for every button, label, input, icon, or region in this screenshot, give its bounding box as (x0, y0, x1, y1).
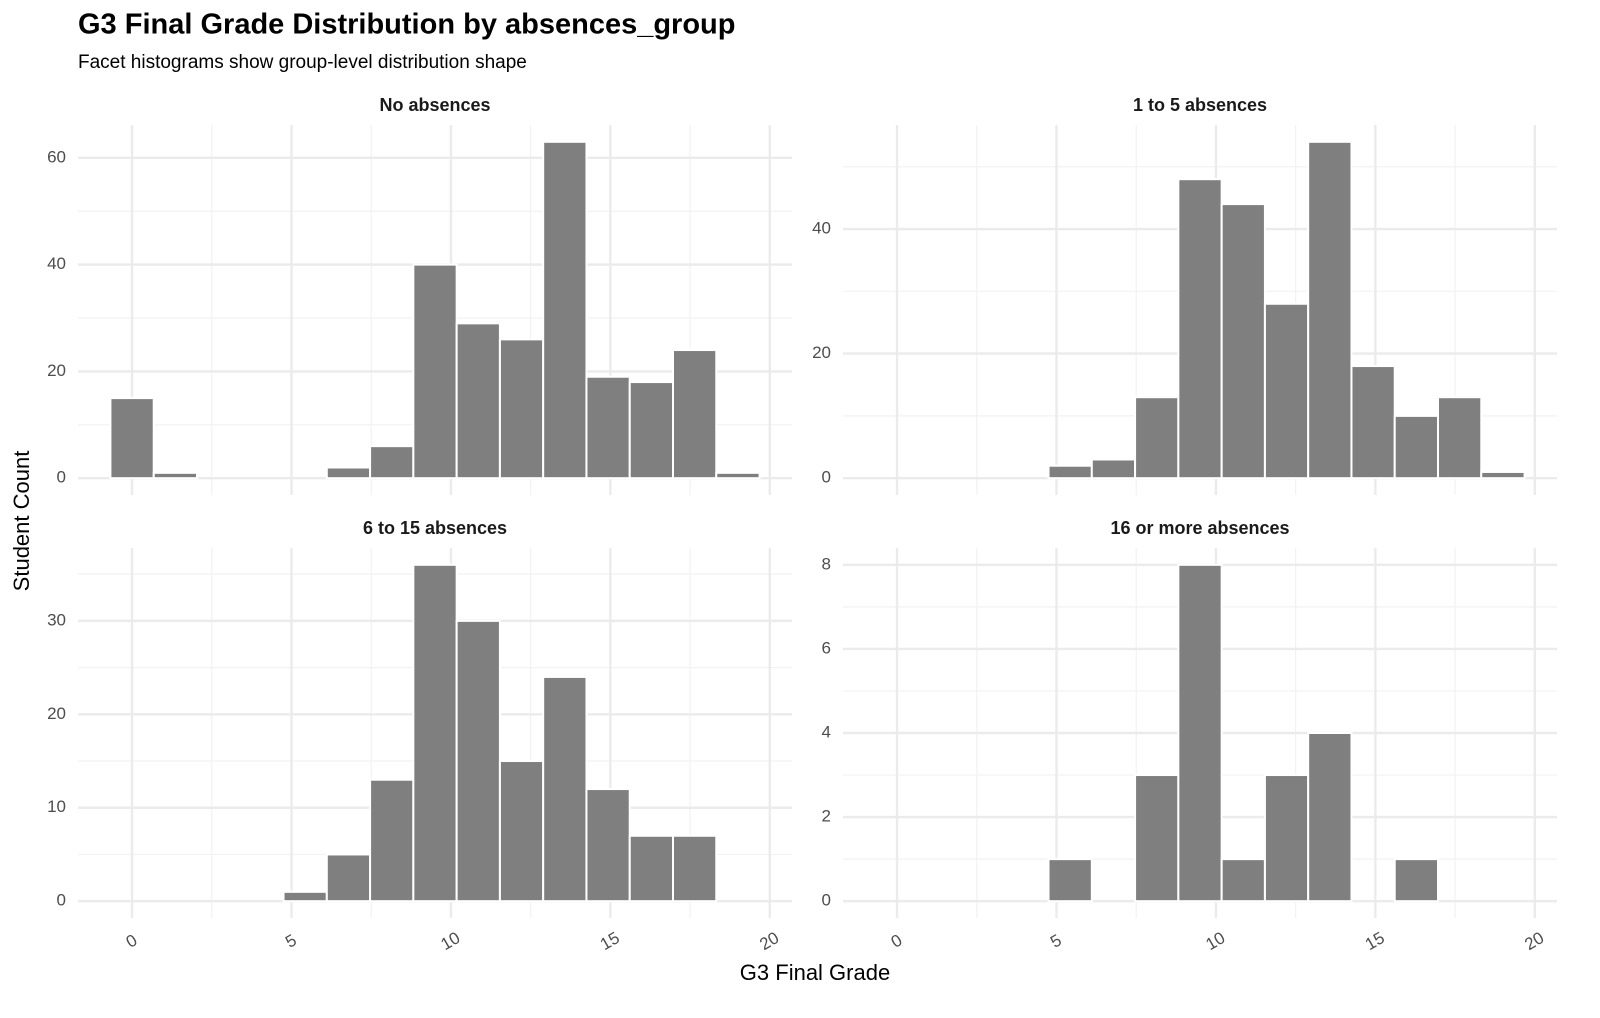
bar (455, 619, 501, 903)
bar (1393, 858, 1440, 903)
x-tick-label: 10 (437, 928, 463, 954)
facet-title: 16 or more absences (1110, 518, 1289, 538)
bar (628, 381, 674, 480)
bar (1480, 470, 1526, 480)
chart-subtitle: Facet histograms show group-level distri… (78, 52, 527, 73)
x-tick-label: 0 (888, 931, 906, 952)
bar (412, 563, 458, 903)
x-tick-label: 15 (1362, 928, 1388, 954)
bar (1393, 414, 1440, 480)
bar (1307, 732, 1353, 903)
bar (369, 778, 415, 903)
y-axis-title: Student Count (9, 451, 34, 592)
bar (1047, 858, 1093, 903)
bar (325, 853, 372, 903)
bar (585, 788, 631, 903)
x-tick-label: 20 (756, 928, 782, 954)
bar (1177, 563, 1223, 903)
facet-title: 6 to 15 absences (363, 518, 507, 538)
y-tick-label: 40 (47, 254, 66, 273)
y-tick-label: 2 (822, 807, 831, 826)
x-tick-label: 20 (1521, 928, 1547, 954)
facet-title: No absences (379, 95, 490, 115)
bar (715, 471, 761, 480)
y-tick-label: 6 (822, 638, 831, 657)
bar (282, 890, 328, 903)
bar (1047, 464, 1093, 480)
y-tick-label: 30 (47, 610, 66, 629)
bar (325, 466, 372, 480)
y-tick-label: 8 (822, 554, 831, 573)
bar (1134, 774, 1180, 903)
y-tick-label: 4 (822, 722, 831, 741)
y-tick-label: 10 (47, 797, 66, 816)
bar (1263, 302, 1310, 480)
y-tick-label: 0 (57, 468, 66, 487)
x-tick-label: 5 (282, 931, 300, 952)
bar (109, 397, 155, 480)
x-tick-label: 5 (1047, 931, 1065, 952)
bar (1350, 365, 1396, 480)
bar (1220, 203, 1266, 480)
y-tick-label: 0 (57, 891, 66, 910)
bar (628, 834, 674, 903)
x-tick-label: 15 (597, 928, 623, 954)
bar (585, 375, 631, 480)
bar (1134, 396, 1180, 480)
bar (1307, 140, 1353, 480)
bar (672, 349, 718, 480)
bar (498, 760, 545, 903)
bar (152, 471, 199, 480)
bar (369, 445, 415, 480)
x-axis-title: G3 Final Grade (740, 960, 890, 985)
bar (542, 140, 588, 480)
y-tick-label: 40 (812, 219, 831, 238)
y-tick-label: 0 (822, 891, 831, 910)
bar (1090, 458, 1137, 480)
bar (1263, 774, 1310, 903)
bar (498, 338, 545, 480)
bar (542, 675, 588, 903)
x-tick-label: 0 (123, 931, 141, 952)
facet-title: 1 to 5 absences (1133, 95, 1267, 115)
bar (1437, 396, 1483, 480)
y-tick-label: 20 (47, 704, 66, 723)
bar (412, 263, 458, 480)
chart-title: G3 Final Grade Distribution by absences_… (78, 9, 735, 41)
bar (1220, 858, 1266, 903)
x-tick-label: 10 (1202, 928, 1228, 954)
y-tick-label: 20 (812, 343, 831, 362)
bar (455, 322, 501, 480)
bar (1177, 178, 1223, 480)
y-tick-label: 0 (822, 468, 831, 487)
y-tick-label: 20 (47, 361, 66, 380)
bar (672, 834, 718, 903)
y-tick-label: 60 (47, 147, 66, 166)
